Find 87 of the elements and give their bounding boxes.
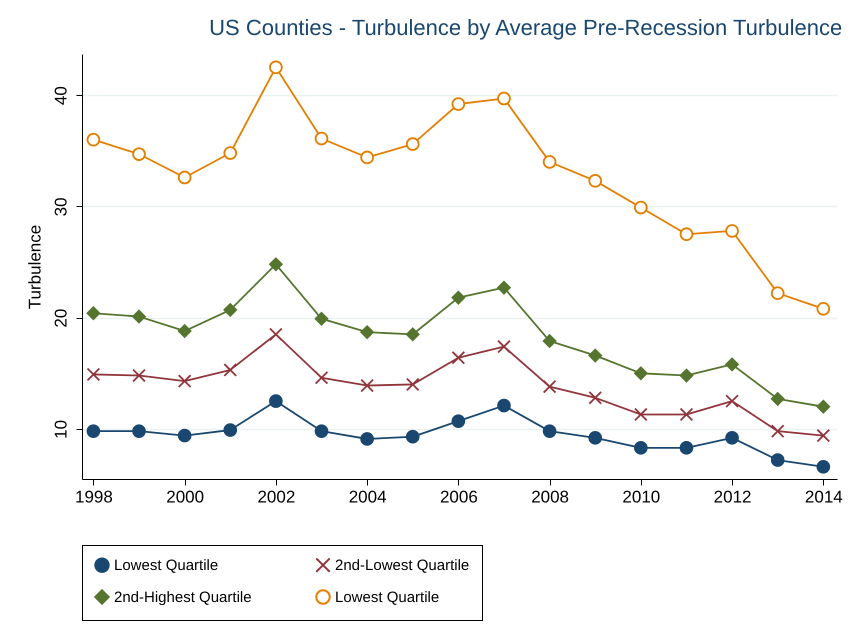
point: [406, 378, 420, 392]
point: [452, 414, 466, 428]
point: [86, 424, 100, 438]
point: [497, 280, 511, 294]
point: [86, 306, 100, 320]
point: [360, 325, 374, 339]
point: [497, 398, 511, 412]
point: [360, 150, 374, 164]
point: [452, 97, 466, 111]
point: [770, 424, 785, 438]
point: [542, 334, 556, 348]
point: [680, 368, 694, 382]
point: [452, 350, 466, 365]
point: [223, 363, 238, 377]
point: [542, 424, 556, 438]
point: [86, 368, 100, 382]
point: [314, 312, 328, 326]
legend-label: 2nd-Lowest Quartile: [335, 557, 470, 574]
point: [542, 155, 556, 169]
x-tick-label: 1998: [74, 488, 113, 506]
x-tick-label: 2008: [531, 488, 570, 506]
point: [223, 146, 238, 160]
x-tick-label: 2000: [166, 488, 204, 506]
point: [816, 428, 830, 442]
x-tick-label: 2012: [714, 488, 752, 506]
point: [770, 286, 785, 300]
point: [725, 224, 739, 238]
point: [497, 92, 511, 106]
x-tick-label: 2002: [257, 488, 296, 506]
point: [770, 453, 785, 467]
point: [314, 370, 328, 385]
point: [269, 257, 283, 272]
point: [406, 430, 420, 444]
point: [132, 147, 146, 161]
point: [223, 423, 238, 437]
point: [634, 366, 648, 380]
point: [178, 170, 192, 184]
point: [816, 460, 830, 474]
point: [497, 340, 511, 354]
point: [680, 408, 694, 422]
point: [816, 400, 830, 414]
point: [725, 358, 739, 372]
point: [725, 394, 739, 408]
point: [314, 132, 328, 146]
y-tick-label: 30: [52, 197, 70, 216]
point: [406, 328, 420, 342]
x-tick-label: 2010: [622, 488, 660, 506]
point: [132, 368, 146, 382]
point: [588, 174, 602, 188]
point: [816, 302, 830, 316]
chart-title: US Counties - Turbulence by Average Pre-Recession Turbulence: [209, 15, 842, 40]
point: [223, 303, 238, 317]
point: [269, 394, 283, 408]
point: [452, 290, 466, 304]
point: [269, 60, 283, 74]
point: [86, 132, 100, 146]
point: [360, 378, 374, 392]
x-tick-label: 2006: [440, 488, 478, 506]
point: [634, 441, 648, 455]
point: [360, 432, 374, 446]
point: [269, 328, 283, 342]
point: [588, 348, 602, 362]
x-tick-label: 2004: [348, 488, 387, 506]
point: [178, 374, 192, 388]
y-tick-label: 40: [52, 86, 70, 106]
x-tick-label: 2014: [804, 488, 843, 506]
point: [588, 390, 602, 405]
y-tick-label: 10: [52, 420, 70, 439]
point: [680, 227, 694, 242]
point: [634, 408, 648, 422]
point: [770, 392, 785, 406]
point: [406, 137, 420, 151]
legend-label: Lowest Quartile: [114, 557, 218, 574]
y-tick-label: 20: [52, 308, 70, 328]
point: [680, 441, 694, 455]
point: [178, 324, 192, 338]
legend-label: 2nd-Highest Quartile: [114, 589, 252, 606]
point: [634, 200, 648, 214]
point: [132, 424, 146, 438]
point: [314, 424, 328, 438]
point: [725, 431, 739, 445]
y-axis-title: Turbulence: [26, 224, 44, 310]
legend-label: Lowest Quartile: [335, 589, 440, 606]
point: [132, 310, 146, 324]
point: [542, 380, 556, 394]
point: [178, 428, 192, 442]
point: [588, 431, 602, 445]
